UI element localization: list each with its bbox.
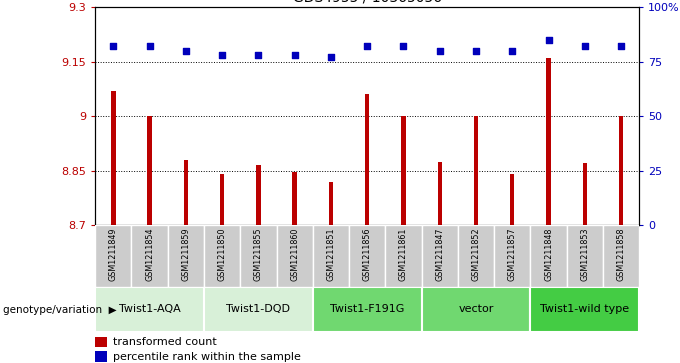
Text: GSM1211860: GSM1211860 [290, 228, 299, 281]
Bar [111, 91, 116, 225]
Bar [566, 225, 603, 287]
Text: GSM1211852: GSM1211852 [471, 228, 481, 281]
Bar [437, 162, 442, 225]
Bar [240, 225, 277, 287]
Point [144, 44, 155, 49]
Bar [386, 225, 422, 287]
Title: GDS4955 / 10365056: GDS4955 / 10365056 [292, 0, 442, 5]
Bar [494, 225, 530, 287]
Text: vector: vector [458, 305, 494, 314]
Bar [204, 287, 313, 332]
Bar [95, 351, 107, 362]
Text: transformed count: transformed count [113, 337, 216, 347]
Point [326, 54, 337, 60]
Text: Twist1-F191G: Twist1-F191G [330, 305, 405, 314]
Bar [510, 174, 515, 225]
Text: Twist1-AQA: Twist1-AQA [119, 305, 180, 314]
Bar [204, 225, 240, 287]
Bar [95, 225, 131, 287]
Bar [401, 116, 406, 225]
Text: GSM1211849: GSM1211849 [109, 228, 118, 281]
Bar [95, 337, 107, 347]
Bar [292, 172, 297, 225]
Text: GSM1211854: GSM1211854 [145, 228, 154, 281]
Bar [277, 225, 313, 287]
Bar [583, 163, 587, 225]
Bar [530, 225, 566, 287]
Point [217, 52, 228, 58]
Point [435, 48, 445, 54]
Text: GSM1211853: GSM1211853 [580, 228, 590, 281]
Point [543, 37, 554, 43]
Point [471, 48, 481, 54]
Text: GSM1211847: GSM1211847 [435, 228, 444, 281]
Bar [328, 182, 333, 225]
Point [108, 44, 119, 49]
Bar [474, 116, 478, 225]
Bar [184, 160, 188, 225]
Bar [422, 287, 530, 332]
Text: GSM1211851: GSM1211851 [326, 228, 335, 281]
Text: GSM1211850: GSM1211850 [218, 228, 226, 281]
Text: Twist1-wild type: Twist1-wild type [540, 305, 630, 314]
Bar [619, 116, 624, 225]
Bar [220, 174, 224, 225]
Point [362, 44, 373, 49]
Bar [422, 225, 458, 287]
Bar [546, 58, 551, 225]
Text: GSM1211861: GSM1211861 [399, 228, 408, 281]
Bar [95, 287, 204, 332]
Bar [148, 116, 152, 225]
Text: GSM1211848: GSM1211848 [544, 228, 553, 281]
Bar [313, 287, 422, 332]
Point [579, 44, 590, 49]
Point [253, 52, 264, 58]
Point [289, 52, 300, 58]
Text: GSM1211856: GSM1211856 [362, 228, 372, 281]
Bar [458, 225, 494, 287]
Bar [365, 94, 369, 225]
Point [615, 44, 626, 49]
Bar [603, 225, 639, 287]
Point [180, 48, 191, 54]
Text: percentile rank within the sample: percentile rank within the sample [113, 352, 301, 362]
Bar [530, 287, 639, 332]
Text: genotype/variation  ▶: genotype/variation ▶ [3, 305, 117, 315]
Bar [349, 225, 386, 287]
Text: GSM1211858: GSM1211858 [617, 228, 626, 281]
Point [398, 44, 409, 49]
Text: GSM1211855: GSM1211855 [254, 228, 263, 281]
Bar [313, 225, 349, 287]
Point [507, 48, 517, 54]
Text: GSM1211859: GSM1211859 [182, 228, 190, 281]
Text: GSM1211857: GSM1211857 [508, 228, 517, 281]
Bar [256, 165, 260, 225]
Bar [168, 225, 204, 287]
Bar [131, 225, 168, 287]
Text: Twist1-DQD: Twist1-DQD [226, 305, 290, 314]
